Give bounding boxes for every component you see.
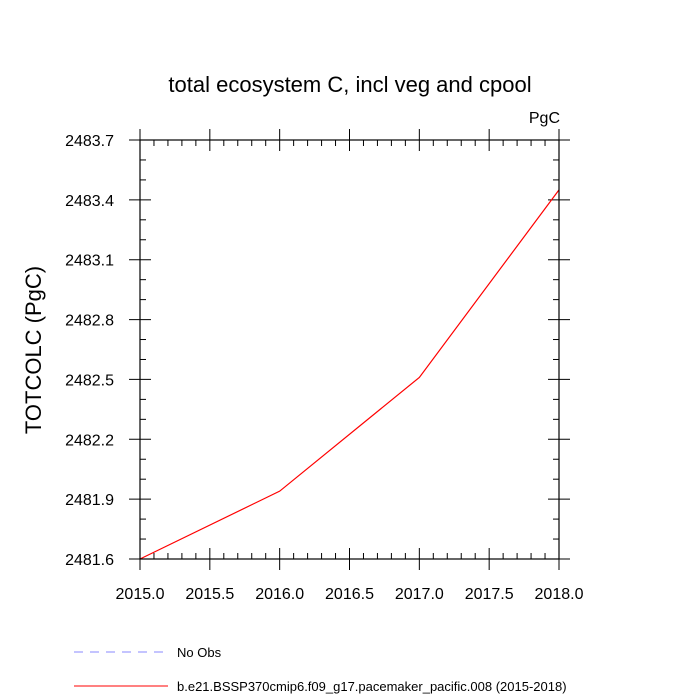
y-tick-label: 2482.8 xyxy=(65,313,114,330)
legend-label-1: b.e21.BSSP370cmip6.f09_g17.pacemaker_pac… xyxy=(177,679,567,694)
y-tick-label: 2483.4 xyxy=(65,193,114,210)
x-tick-label: 2017.5 xyxy=(465,586,514,603)
x-tick-label: 2017.0 xyxy=(395,586,444,603)
y-tick-label: 2481.6 xyxy=(65,552,114,569)
axis-ticks xyxy=(129,129,570,570)
legend: No Obs b.e21.BSSP370cmip6.f09_g17.pacemak… xyxy=(74,645,567,694)
units-label: PgC xyxy=(529,110,560,127)
y-tick-label: 2481.9 xyxy=(65,492,114,509)
plot-frame xyxy=(139,139,560,560)
y-tick-label: 2482.5 xyxy=(65,372,114,389)
y-axis-label: TOTCOLC (PgC) xyxy=(21,266,46,434)
chart-title: total ecosystem C, incl veg and cpool xyxy=(168,72,531,97)
x-tick-label: 2018.0 xyxy=(535,586,584,603)
x-tick-label: 2016.0 xyxy=(255,586,304,603)
series-line-0 xyxy=(139,189,560,560)
x-tick-label: 2016.5 xyxy=(325,586,374,603)
legend-label-0: No Obs xyxy=(177,645,222,660)
x-tick-label: 2015.5 xyxy=(185,586,234,603)
series-layer xyxy=(139,189,560,560)
axis-tick-labels: 2015.0 2015.5 2016.0 2016.5 2017.0 2017.5 2018… xyxy=(65,133,584,603)
y-tick-label: 2483.1 xyxy=(65,253,114,270)
y-tick-label: 2482.2 xyxy=(65,432,114,449)
y-tick-label: 2483.7 xyxy=(65,133,114,150)
x-tick-label: 2015.0 xyxy=(116,586,165,603)
